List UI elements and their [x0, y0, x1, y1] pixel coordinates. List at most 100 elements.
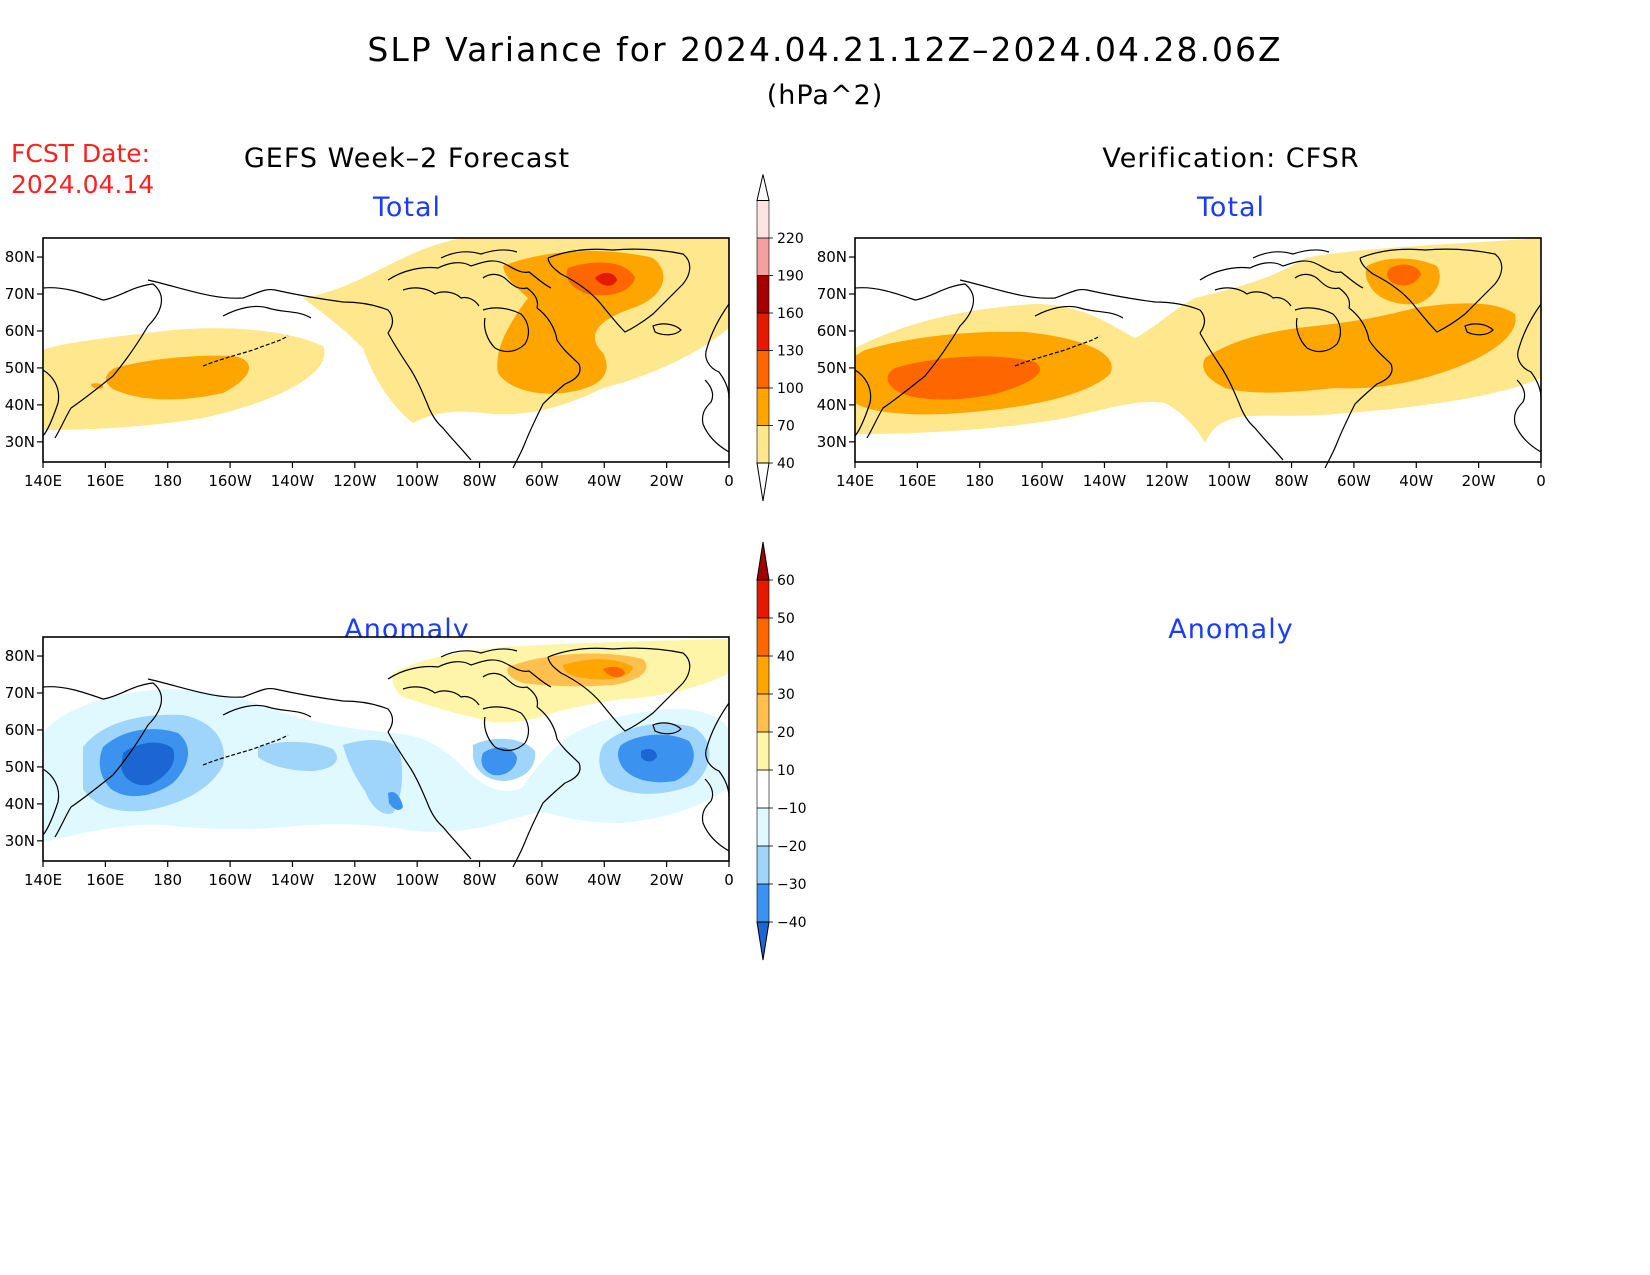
colorbar-label: 40: [777, 456, 795, 472]
lon-tick-label: 160E: [898, 472, 936, 490]
colorbar-label: 190: [777, 269, 804, 285]
lon-tick-label: 40W: [1399, 472, 1433, 490]
lon-tick-label: 180: [153, 871, 182, 889]
colorbar-box: [757, 618, 769, 656]
lat-tick-label: 50N: [817, 359, 847, 377]
colorbar-box: [757, 732, 769, 770]
lat-tick-label: 70N: [5, 285, 35, 303]
lon-tick-label: 80W: [463, 871, 497, 889]
colorbar-label: −20: [777, 839, 807, 855]
lon-tick-label: 140W: [271, 871, 315, 889]
lat-tick-label: 60N: [817, 322, 847, 340]
colorbar-label: −10: [777, 801, 807, 817]
lon-tick-label: 20W: [650, 871, 684, 889]
lon-tick-label: 120W: [1145, 472, 1189, 490]
colorbar-label: 130: [777, 344, 804, 360]
colorbar-box: [757, 200, 769, 238]
fcst-date: FCST Date: 2024.04.14: [11, 138, 154, 200]
colorbar-arrow-top: [756, 174, 770, 201]
colorbar-box: [757, 388, 769, 426]
lon-tick-label: 160W: [208, 871, 252, 889]
lon-tick-label: 60W: [525, 871, 559, 889]
axis-labels: 140E 160E 180 160W 140W 120W 100W 80W 60W 40W 20W 0…: [5, 248, 1546, 889]
lon-tick-label: 60W: [525, 472, 559, 490]
lon-tick-label: 20W: [650, 472, 684, 490]
colorbar-label: −40: [777, 915, 807, 931]
colorbar-label: −30: [777, 877, 807, 893]
colorbar-box: [757, 808, 769, 846]
lon-tick-label: 100W: [395, 871, 439, 889]
lon-tick-label: 60W: [1337, 472, 1371, 490]
lon-tick-label: 80W: [463, 472, 497, 490]
lon-tick-label: 120W: [333, 472, 377, 490]
lon-tick-label: 180: [965, 472, 994, 490]
lat-tick-label: 70N: [5, 684, 35, 702]
colorbar-label: 160: [777, 306, 804, 322]
colorbar-box: [757, 694, 769, 732]
lon-tick-label: 140E: [24, 472, 62, 490]
lat-tick-label: 60N: [5, 322, 35, 340]
lat-tick-label: 60N: [5, 721, 35, 739]
verification-anomaly-label: Anomaly: [1168, 614, 1294, 645]
lon-tick-label: 160W: [1020, 472, 1064, 490]
colorbar-box: [757, 884, 769, 922]
colorbar-box: [757, 580, 769, 618]
lat-tick-label: 40N: [817, 396, 847, 414]
lat-tick-label: 50N: [5, 359, 35, 377]
lon-tick-label: 40W: [587, 472, 621, 490]
lat-tick-label: 50N: [5, 758, 35, 776]
colorbar-label: 20: [777, 725, 795, 741]
lat-tick-label: 30N: [5, 433, 35, 451]
forecast-total-map: [42, 237, 730, 469]
lon-tick-label: 100W: [395, 472, 439, 490]
lon-tick-label: 120W: [333, 871, 377, 889]
colorbar-label: 10: [777, 763, 795, 779]
colorbar-arrow-bottom: [756, 921, 770, 961]
colorbar-box: [757, 656, 769, 694]
colorbar-box: [757, 770, 769, 808]
figure-units: (hPa^2): [766, 80, 884, 111]
figure-title: SLP Variance for 2024.04.21.12Z–2024.04.…: [367, 30, 1283, 69]
lon-tick-label: 180: [153, 472, 182, 490]
lon-tick-label: 100W: [1207, 472, 1251, 490]
colorbar-label: 70: [777, 419, 795, 435]
forecast-total-label: Total: [372, 192, 442, 223]
colorbar-arrow-bottom: [756, 462, 770, 502]
anomaly-colorbar: 60 50 40 30 20 10 −10 −20 −30 −40: [756, 541, 807, 961]
lat-tick-label: 80N: [5, 647, 35, 665]
lon-tick-label: 140E: [836, 472, 874, 490]
lat-tick-label: 30N: [5, 832, 35, 850]
colorbar-label: 30: [777, 687, 795, 703]
colorbar-label: 40: [777, 649, 795, 665]
lat-tick-label: 40N: [5, 396, 35, 414]
colorbar-box: [757, 425, 769, 463]
lat-tick-label: 80N: [5, 248, 35, 266]
colorbar-box: [757, 350, 769, 388]
colorbar-box: [757, 313, 769, 351]
lon-tick-label: 160E: [86, 871, 124, 889]
colorbar-label: 220: [777, 231, 804, 247]
lat-tick-label: 70N: [817, 285, 847, 303]
colorbar-box: [757, 275, 769, 313]
lon-tick-label: 140W: [1083, 472, 1127, 490]
colorbar-label: 100: [777, 381, 804, 397]
lon-tick-label: 140E: [24, 871, 62, 889]
lon-tick-label: 140W: [271, 472, 315, 490]
lat-tick-label: 30N: [817, 433, 847, 451]
colorbar-box: [757, 846, 769, 884]
verification-total-map: [854, 237, 1542, 469]
lon-tick-label: 160W: [208, 472, 252, 490]
lon-tick-label: 20W: [1462, 472, 1496, 490]
total-colorbar: 40 70 100 130 160 190 220: [756, 174, 804, 502]
colorbar-label: 60: [777, 573, 795, 589]
verification-total-label: Total: [1196, 192, 1266, 223]
colorbar-box: [757, 238, 769, 276]
fcst-date-value: 2024.04.14: [11, 170, 155, 199]
forecast-anomaly-map: [42, 636, 730, 868]
colorbar-arrow-top: [756, 541, 770, 581]
lon-tick-label: 160E: [86, 472, 124, 490]
lat-tick-label: 40N: [5, 795, 35, 813]
lon-tick-label: 0: [724, 871, 734, 889]
lon-tick-label: 40W: [587, 871, 621, 889]
